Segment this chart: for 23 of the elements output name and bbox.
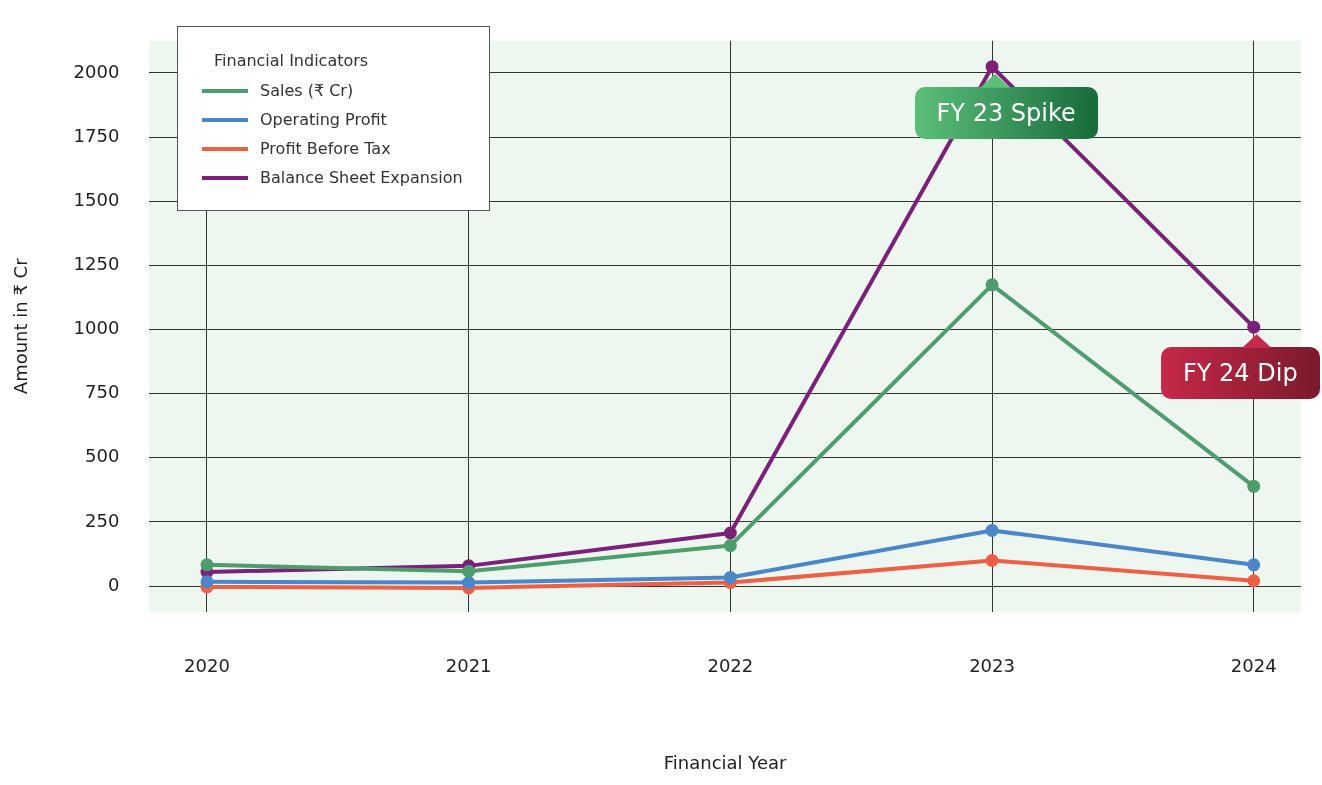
y-axis-title: Amount in ₹ Cr <box>10 257 32 395</box>
y-tick-label: 750 <box>85 381 120 403</box>
legend-label: Profit Before Tax <box>260 139 391 158</box>
y-tick-label: 0 <box>107 573 120 595</box>
legend-label: Sales (₹ Cr) <box>260 81 354 100</box>
y-tick-label: 1750 <box>73 124 120 146</box>
annotation: FY 23 Spike <box>914 86 1098 139</box>
x-tick-label: 2020 <box>184 655 230 677</box>
y-tick-label: 2000 <box>73 60 120 82</box>
annotation: FY 24 Dip <box>1161 347 1320 400</box>
y-tick-label: 1500 <box>73 188 120 210</box>
y-tick-label: 250 <box>85 509 120 531</box>
x-tick-label: 2023 <box>969 655 1015 677</box>
y-tick-label: 500 <box>85 445 120 467</box>
x-tick-label: 2022 <box>707 655 754 677</box>
x-tick-label: 2021 <box>445 655 492 677</box>
y-tick-label: 1250 <box>73 253 120 275</box>
legend-label: Operating Profit <box>260 110 387 129</box>
y-tick-label: 1000 <box>73 317 120 339</box>
x-axis-title: Financial Year <box>663 751 788 773</box>
legend-title: Financial Indicators <box>214 51 370 70</box>
x-tick-label: 2024 <box>1230 655 1277 677</box>
legend-label: Balance Sheet Expansion <box>260 168 463 187</box>
